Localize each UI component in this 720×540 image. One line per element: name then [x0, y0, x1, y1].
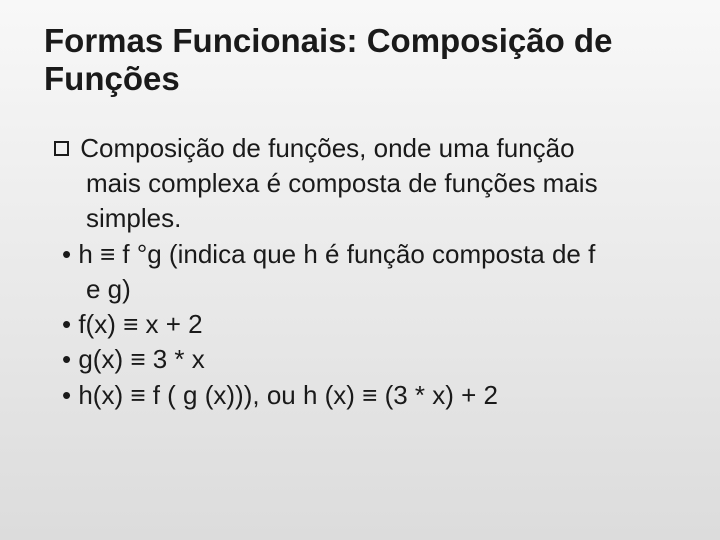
- bullet1-line2: mais complexa é composta de funções mais: [54, 167, 656, 200]
- slide-body: Composição de funções, onde uma função m…: [44, 132, 676, 412]
- square-bullet-icon: [54, 141, 69, 156]
- bullet1-line1: Composição de funções, onde uma função: [80, 133, 574, 163]
- sub3: • g(x) ≡ 3 * x: [54, 343, 656, 376]
- sub4: • h(x) ≡ f ( g (x))), ou h (x) ≡ (3 * x)…: [54, 379, 656, 412]
- sub2: • f(x) ≡ x + 2: [54, 308, 656, 341]
- slide-title: Formas Funcionais: Composição de Funções: [44, 22, 676, 98]
- slide-container: Formas Funcionais: Composição de Funções…: [0, 0, 720, 412]
- sub1-line2: e g): [54, 273, 656, 306]
- sub1-line1: • h ≡ f °g (indica que h é função compos…: [54, 238, 656, 271]
- bullet-row-1: Composição de funções, onde uma função: [54, 132, 656, 165]
- bullet1-line3: simples.: [54, 202, 656, 235]
